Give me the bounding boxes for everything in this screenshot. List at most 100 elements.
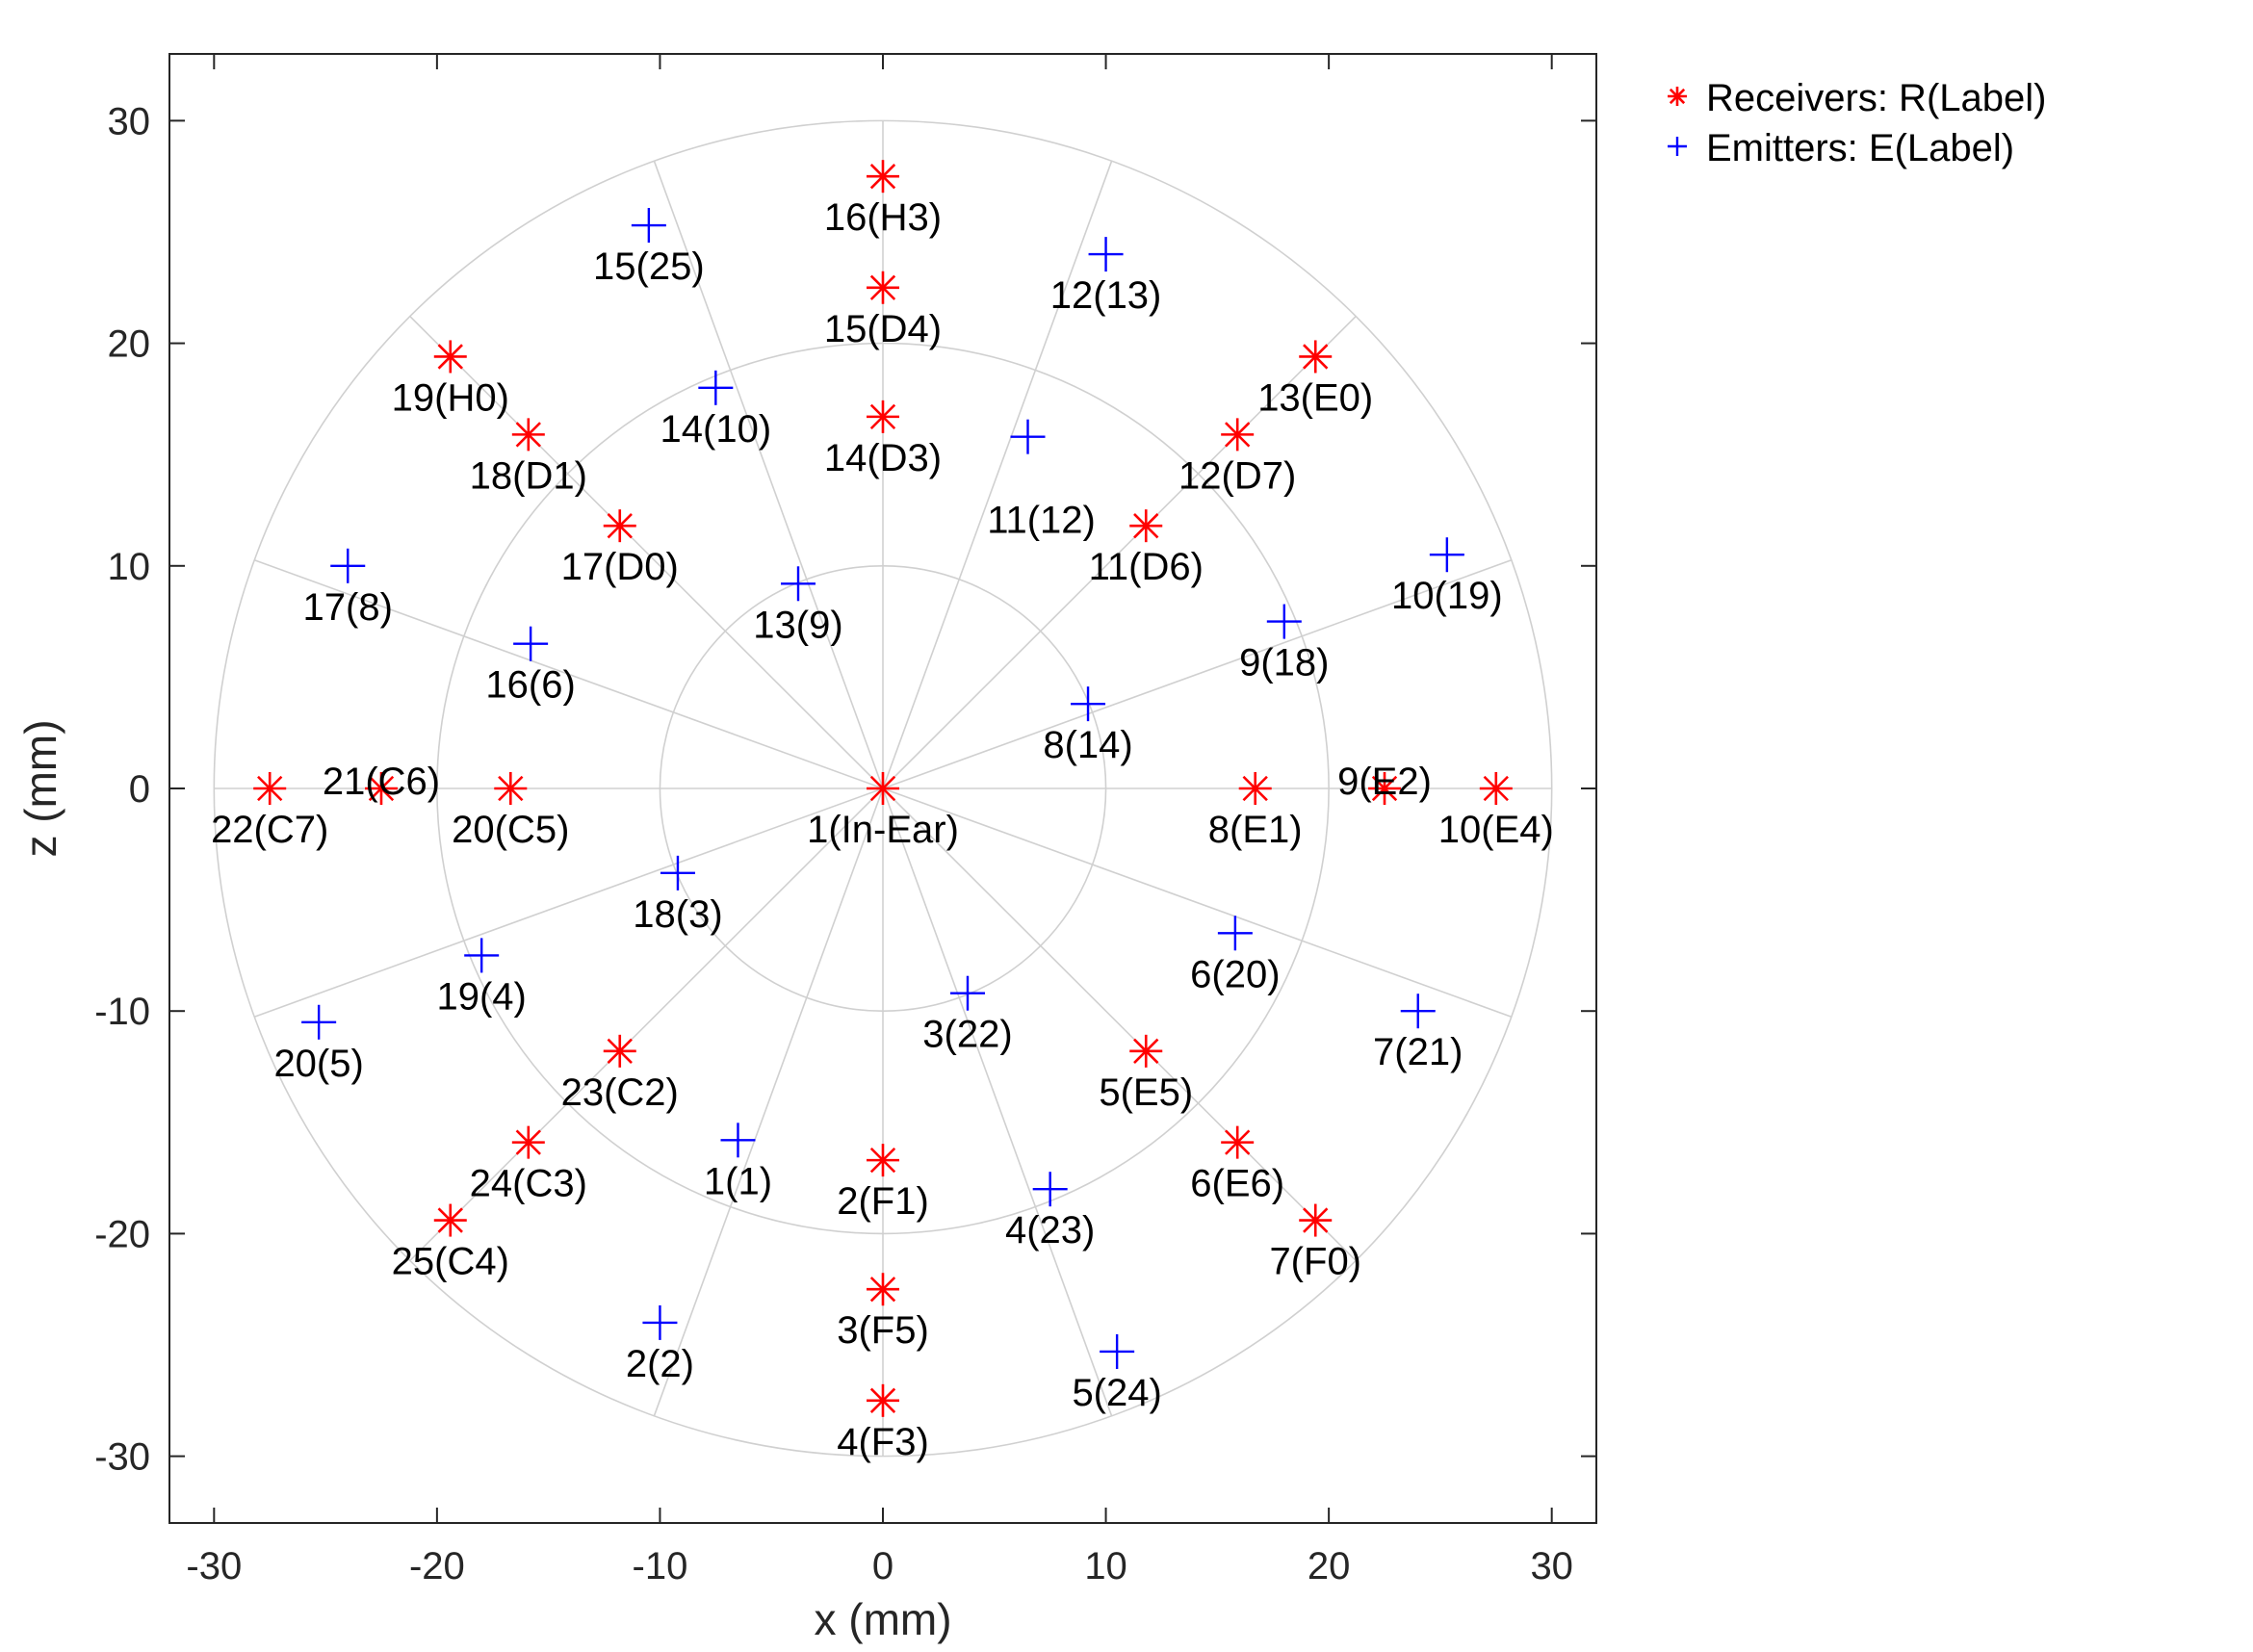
emitter-marker (781, 566, 816, 602)
receiver-label: 8(E1) (1208, 809, 1303, 851)
x-axis-title: x (mm) (814, 1594, 951, 1644)
emitter-label: 20(5) (273, 1043, 363, 1085)
grid-spoke-160 (253, 559, 884, 789)
emitter-marker (698, 370, 734, 405)
legend-emitters-marker (1668, 137, 1687, 156)
receiver-label: 10(E4) (1438, 809, 1554, 851)
emitter-label: 17(8) (303, 586, 393, 629)
y-tick-label: -30 (94, 1436, 150, 1479)
receiver-label: 23(C2) (561, 1071, 679, 1114)
receiver-marker (1238, 772, 1272, 805)
axis-ticks (169, 54, 1596, 1523)
emitter-marker (949, 975, 985, 1011)
receiver-label: 24(C3) (470, 1163, 587, 1205)
receiver-marker (511, 1125, 545, 1159)
grid-spoke-45 (882, 315, 1357, 789)
receiver-marker (1299, 340, 1333, 374)
receiver-label: 14(D3) (824, 437, 942, 479)
x-tick-label: -30 (186, 1545, 242, 1587)
emitter-label: 5(24) (1072, 1372, 1161, 1414)
receiver-marker (867, 1144, 899, 1177)
receiver-marker (494, 772, 528, 805)
receiver-label: 20(C5) (452, 809, 569, 851)
y-tick-label: 20 (108, 323, 151, 366)
receiver-marker (433, 1203, 467, 1237)
receiver-label: 2(F1) (837, 1180, 929, 1223)
x-tick-label: 20 (1308, 1545, 1351, 1587)
receiver-label: 4(F3) (837, 1421, 929, 1463)
receiver-marker (1221, 1125, 1255, 1159)
legend-receivers-marker (1668, 87, 1687, 106)
emitter-label: 15(25) (593, 245, 705, 288)
receiver-marker (1479, 772, 1513, 805)
emitter-label: 3(22) (922, 1014, 1012, 1056)
polar-grid (213, 119, 1553, 1458)
x-tick-label: 30 (1530, 1545, 1573, 1587)
receiver-marker (867, 160, 899, 194)
emitter-label: 7(21) (1373, 1031, 1463, 1073)
grid-spoke-135 (409, 315, 884, 789)
emitter-label: 11(12) (987, 500, 1096, 542)
emitter-label: 1(1) (704, 1160, 772, 1202)
y-tick-label: -10 (94, 991, 150, 1033)
legend-asterisk-marker (1668, 87, 1687, 106)
grid-spoke-250 (653, 787, 884, 1417)
receiver-label: 18(D1) (470, 454, 587, 497)
receiver-label: 17(D0) (561, 546, 679, 588)
receiver-marker (867, 1273, 899, 1306)
emitter-marker (1266, 604, 1302, 639)
legend: Receivers: R(Label) Emitters: E(Label) (1668, 77, 2046, 169)
emitter-label: 16(6) (485, 664, 575, 707)
grid-spoke-110 (653, 160, 884, 789)
emitter-label: 10(19) (1391, 575, 1503, 617)
receiver-marker (867, 1383, 899, 1417)
emitter-marker (1071, 686, 1106, 722)
receiver-label: 11(D6) (1089, 546, 1204, 588)
emitter-label: 18(3) (633, 893, 722, 936)
receiver-marker (867, 400, 899, 433)
receiver-marker (364, 772, 398, 805)
receiver-marker (1368, 772, 1402, 805)
receiver-marker (1129, 509, 1163, 543)
legend-emitters-label: Emitters: E(Label) (1706, 127, 2014, 169)
emitter-label: 13(9) (753, 604, 842, 646)
receiver-label: 19(H0) (392, 376, 509, 419)
receiver-label: 3(F5) (837, 1309, 929, 1352)
y-tick-label: -20 (94, 1213, 150, 1255)
receiver-marker (603, 1034, 636, 1068)
receiver-label: 22(C7) (211, 809, 328, 851)
emitter-marker (464, 938, 500, 973)
grid-spoke-290 (882, 787, 1113, 1417)
receiver-marker (433, 340, 467, 374)
grid-spoke-340 (882, 787, 1513, 1018)
receiver-marker (511, 418, 545, 452)
emitter-marker (1088, 237, 1124, 272)
emitter-marker (1217, 916, 1253, 951)
x-tick-label: 0 (872, 1545, 893, 1587)
tick-labels: -30 -20 -10 0 10 20 30 -30 -20 -10 0 10 20 30 (94, 100, 1573, 1587)
receiver-label: 7(F0) (1269, 1241, 1361, 1283)
emitter-label: 19(4) (436, 975, 526, 1018)
receiver-label: 15(D4) (824, 308, 942, 350)
data-markers (253, 160, 1513, 1417)
receiver-label: 13(E0) (1257, 376, 1373, 419)
point-labels: 1(In-Ear) 2(F1) 3(F5) 4(F3) 5(E5) 6(E6) 7(F0) 8… (211, 196, 1554, 1463)
receiver-marker (1221, 418, 1255, 452)
x-tick-label: -20 (409, 1545, 465, 1587)
receiver-marker (603, 509, 636, 543)
emitter-marker (642, 1304, 678, 1340)
y-tick-label: 10 (108, 546, 151, 588)
receiver-label: 6(E6) (1190, 1163, 1284, 1205)
receiver-marker (867, 772, 899, 805)
emitter-label: 14(10) (660, 408, 772, 451)
grid-spoke-20 (882, 559, 1513, 789)
receiver-label: 16(H3) (824, 196, 942, 239)
receiver-marker (867, 271, 899, 304)
y-tick-label: 0 (129, 768, 150, 811)
grid-spoke-315 (882, 787, 1357, 1262)
emitter-marker (1429, 537, 1464, 573)
receiver-marker (1299, 1203, 1333, 1237)
grid-spoke-200 (253, 787, 884, 1018)
